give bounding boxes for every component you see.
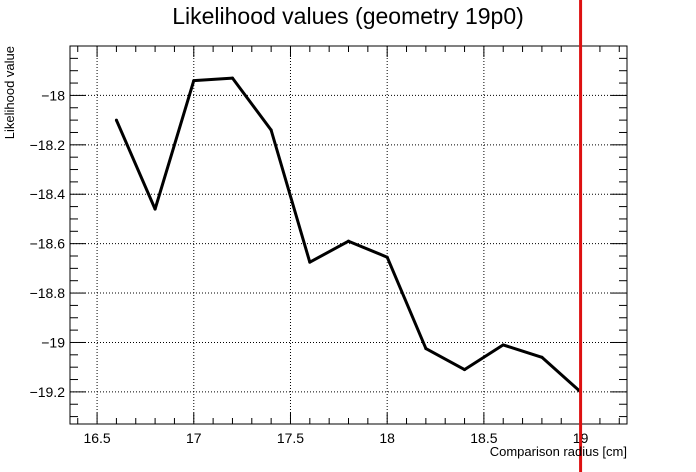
y-tick-label: −19.2 (30, 384, 66, 400)
axis-ticks (70, 45, 627, 424)
data-point (463, 368, 467, 372)
y-tick-label: −18.2 (30, 137, 66, 153)
chart-title: Likelihood values (geometry 19p0) (172, 3, 524, 29)
data-point (385, 255, 389, 259)
data-point (347, 239, 350, 243)
data-point (114, 118, 118, 122)
grid (70, 46, 627, 424)
data-point (424, 347, 428, 351)
x-tick-label: 18.5 (470, 430, 497, 446)
y-tick-label: −18 (41, 87, 65, 103)
y-axis-label: Likelihood value (2, 46, 17, 139)
data-point (153, 207, 157, 211)
data-point (308, 260, 312, 264)
y-tick-label: −18.6 (30, 236, 66, 252)
series-group (114, 76, 583, 394)
plot-frame (69, 45, 628, 425)
data-point (230, 76, 234, 80)
data-point (269, 128, 273, 132)
y-tick-label: −18.4 (30, 186, 66, 202)
x-tick-label: 18 (379, 430, 395, 446)
data-point (540, 355, 544, 359)
x-tick-label: 17 (186, 430, 202, 446)
data-point (501, 343, 505, 347)
likelihood-series-line (115, 76, 582, 394)
x-tick-label: 17.5 (277, 430, 304, 446)
x-tick-label: 16.5 (83, 430, 110, 446)
axis-tick-labels: 16.51717.51818.519−18−18.2−18.4−18.6−18.… (30, 87, 589, 446)
data-point (192, 79, 196, 83)
x-axis-label: Comparison radius [cm] (490, 444, 627, 459)
y-tick-label: −19 (41, 334, 65, 350)
y-tick-label: −18.8 (30, 285, 66, 301)
